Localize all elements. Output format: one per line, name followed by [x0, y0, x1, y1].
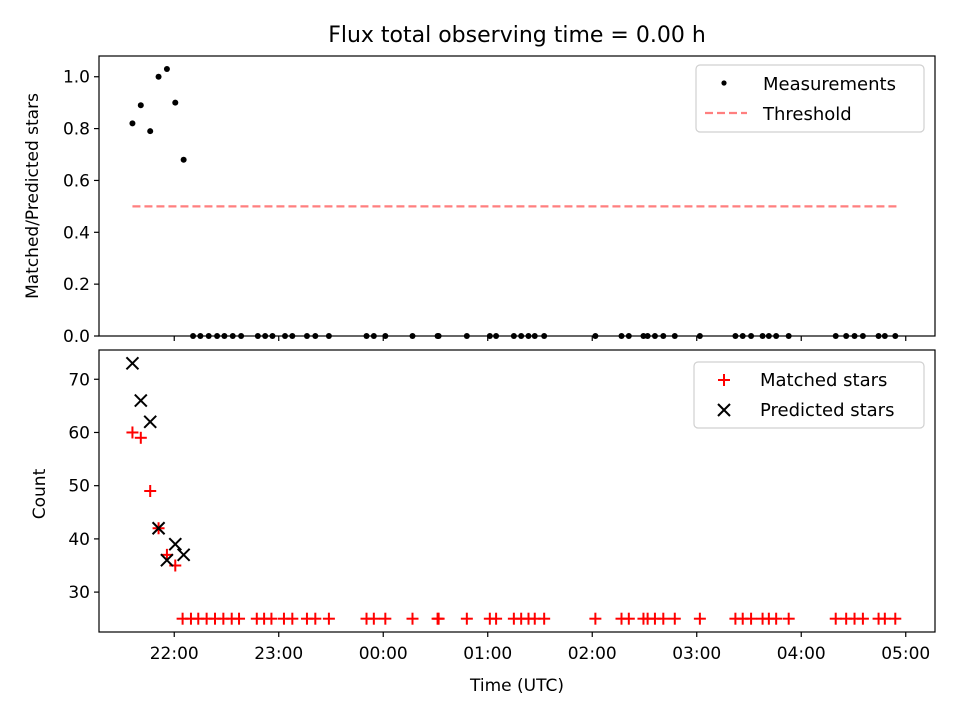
measurements-point — [147, 128, 154, 135]
matched-stars-point — [322, 612, 335, 625]
legend-threshold-label: Threshold — [762, 104, 852, 125]
legend-predicted-marker — [717, 403, 731, 417]
legend-measurements-marker — [721, 80, 727, 86]
matched-stars-point — [286, 612, 299, 625]
matched-stars-point — [878, 612, 891, 625]
matched-stars-point — [589, 612, 602, 625]
y-tick-label: 0.2 — [63, 275, 90, 295]
matched-stars-point — [406, 612, 419, 625]
matched-stars-point — [432, 612, 445, 625]
measurements-point — [155, 73, 162, 80]
top-y-axis-label: Matched/Predicted stars — [23, 93, 43, 299]
bottom-panel: 30 40 50 60 70 22:00 23:00 00:00 01:00 02:00 03:0… — [30, 349, 936, 696]
bottom-panel-frame — [98, 349, 936, 633]
y-tick-label: 0.8 — [63, 120, 90, 140]
measurements-point — [129, 120, 136, 127]
legend-predicted-label: Predicted stars — [760, 400, 894, 421]
x-tick-label: 02:00 — [568, 644, 617, 664]
x-tick-label: 23:00 — [254, 644, 303, 664]
matched-stars-point — [144, 485, 157, 497]
legend-measurements-label: Measurements — [763, 74, 896, 95]
measurements-point — [180, 156, 187, 163]
predicted-stars-point — [125, 356, 140, 371]
top-panel-frame — [98, 55, 936, 337]
y-tick-label: 0.4 — [63, 223, 90, 243]
top-legend-box — [695, 64, 925, 133]
matched-stars-point — [265, 612, 278, 625]
bottom-panel-xaxis: 22:00 23:00 00:00 01:00 02:00 03:00 04:00 05:00 — [150, 632, 930, 664]
y-tick-label: 1.0 — [63, 68, 90, 88]
top-panel-yaxis: 0.0 0.2 0.4 0.6 0.8 1.0 — [63, 68, 99, 347]
matched-stars-point — [622, 612, 635, 625]
x-tick-label: 01:00 — [463, 644, 512, 664]
y-tick-label: 30 — [68, 583, 90, 603]
x-tick-label: 00:00 — [359, 644, 408, 664]
predicted-stars-point — [143, 415, 157, 429]
measurements-point — [137, 102, 144, 109]
matched-stars-point — [889, 612, 902, 625]
matched-stars-point — [668, 612, 681, 625]
y-tick-label: 0.6 — [63, 171, 90, 191]
chart-title: Flux total observing time = 0.00 h — [328, 23, 706, 48]
predicted-stars-point — [134, 393, 148, 408]
x-tick-label: 04:00 — [777, 644, 826, 664]
matched-stars-point — [693, 612, 706, 625]
matched-stars-point — [126, 426, 139, 439]
bottom-panel-marks — [125, 356, 902, 625]
matched-stars-point — [770, 612, 783, 625]
measurements-point — [163, 65, 170, 72]
legend-matched-marker — [718, 374, 730, 386]
measurements-point — [172, 99, 179, 106]
matched-stars-point — [379, 612, 392, 625]
matched-stars-point — [745, 612, 758, 625]
matched-stars-point — [657, 612, 670, 625]
matched-stars-point — [460, 612, 473, 625]
matched-stars-point — [309, 612, 322, 625]
matched-stars-point — [233, 612, 246, 625]
top-panel: 0.0 0.2 0.4 0.6 0.8 1.0 Flux total observing … — [23, 23, 936, 347]
matched-stars-point — [829, 612, 842, 625]
y-tick-label: 60 — [68, 423, 90, 443]
bottom-legend-box — [693, 361, 925, 429]
y-tick-label: 70 — [68, 370, 90, 390]
matched-stars-point — [490, 612, 503, 625]
top-legend: Measurements Threshold — [695, 64, 925, 133]
y-tick-label: 0.0 — [63, 327, 90, 347]
matched-stars-point — [134, 431, 147, 444]
y-tick-label: 50 — [68, 477, 90, 497]
matched-stars-point — [782, 612, 795, 625]
predicted-stars-point — [176, 548, 191, 562]
legend-matched-label: Matched stars — [760, 370, 887, 391]
bottom-legend: Matched stars Predicted stars — [693, 361, 925, 429]
bottom-y-axis-label: Count — [30, 468, 50, 519]
matched-stars-point — [538, 612, 551, 625]
top-panel-xaxis-ticks — [173, 336, 907, 341]
matched-stars-point — [856, 612, 869, 625]
x-tick-label: 05:00 — [881, 644, 930, 664]
predicted-stars-point — [151, 521, 166, 535]
predicted-stars-point — [168, 537, 182, 551]
matched-stars-point — [367, 612, 380, 625]
predicted-stars-point — [160, 553, 174, 567]
x-tick-label: 22:00 — [150, 644, 199, 664]
y-tick-label: 40 — [68, 530, 90, 550]
x-tick-label: 03:00 — [672, 644, 721, 664]
bottom-panel-yaxis: 30 40 50 60 70 — [68, 370, 99, 603]
x-axis-label: Time (UTC) — [469, 676, 564, 696]
